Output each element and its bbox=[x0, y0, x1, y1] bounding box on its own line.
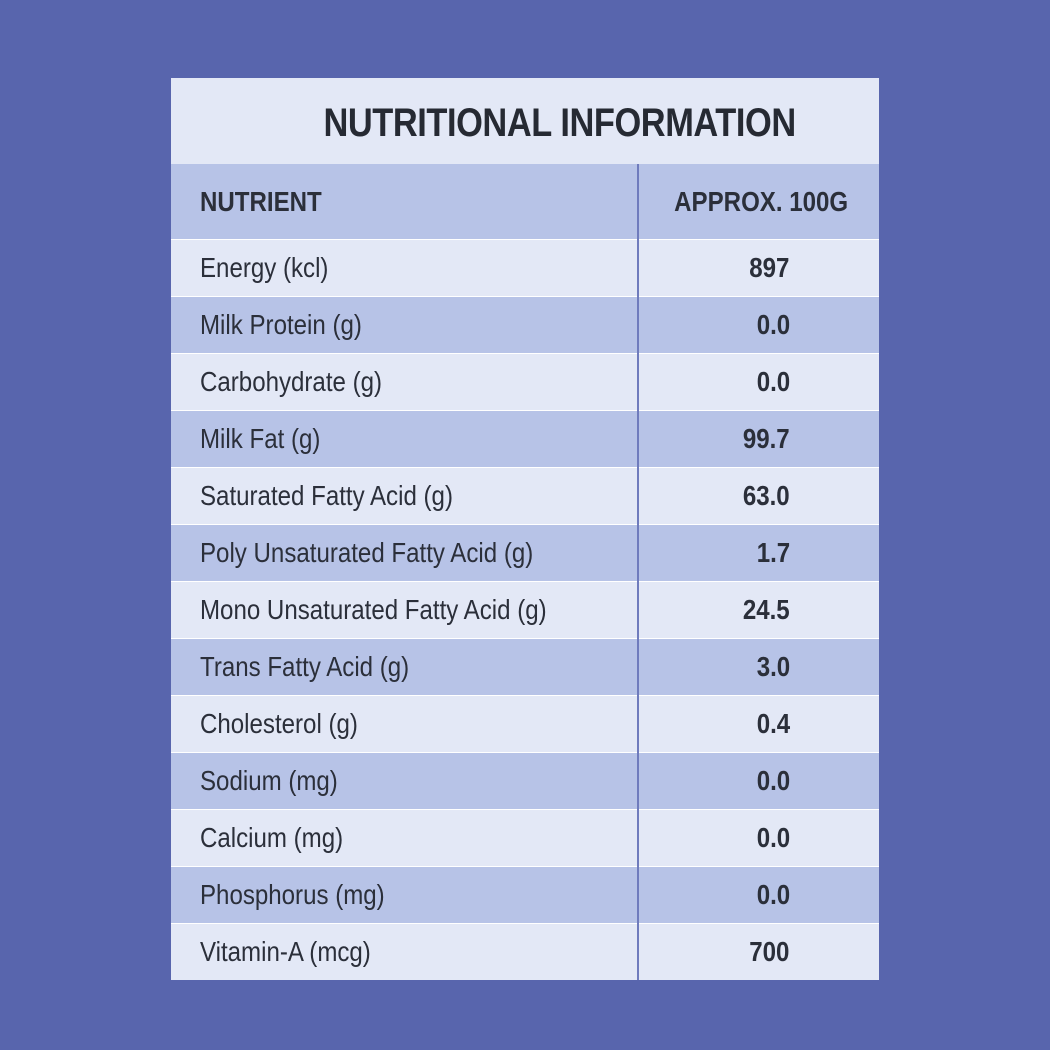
nutrient-name-cell: Calcium (mg) bbox=[171, 809, 639, 867]
nutrient-value: 0.0 bbox=[756, 765, 791, 796]
nutrient-name: Calcium (mg) bbox=[200, 822, 344, 853]
nutrient-value-cell: 0.0 bbox=[638, 296, 879, 354]
nutrient-value-cell: 0.4 bbox=[638, 695, 879, 753]
column-header-nutrient: NUTRIENT bbox=[171, 164, 639, 240]
nutrient-value-cell: 0.0 bbox=[638, 809, 879, 867]
column-header-amount: APPROX. 100G bbox=[638, 164, 879, 240]
table-row: Vitamin-A (mcg) 700 bbox=[171, 923, 879, 980]
column-header-nutrient-label: NUTRIENT bbox=[200, 185, 322, 217]
nutrition-panel: NUTRITIONAL INFORMATION NUTRIENT APPROX.… bbox=[171, 78, 879, 980]
nutrient-name: Cholesterol (g) bbox=[200, 708, 358, 739]
table-row: Carbohydrate (g) 0.0 bbox=[171, 353, 879, 411]
nutrient-name-cell: Mono Unsaturated Fatty Acid (g) bbox=[171, 581, 639, 639]
nutrient-value: 0.4 bbox=[756, 708, 791, 739]
nutrient-value: 0.0 bbox=[756, 822, 791, 853]
nutrient-value: 99.7 bbox=[742, 423, 790, 454]
nutrient-value-cell: 0.0 bbox=[638, 752, 879, 810]
nutrient-name: Vitamin-A (mcg) bbox=[200, 936, 371, 967]
table-row: Poly Unsaturated Fatty Acid (g) 1.7 bbox=[171, 524, 879, 582]
nutrient-value: 0.0 bbox=[756, 309, 791, 340]
nutrient-name-cell: Sodium (mg) bbox=[171, 752, 639, 810]
table-row: Milk Fat (g) 99.7 bbox=[171, 410, 879, 468]
nutrient-value: 897 bbox=[749, 252, 790, 283]
nutrient-name: Saturated Fatty Acid (g) bbox=[200, 480, 453, 511]
nutrient-name-cell: Cholesterol (g) bbox=[171, 695, 639, 753]
table-row: Trans Fatty Acid (g) 3.0 bbox=[171, 638, 879, 696]
nutrition-table: NUTRIENT APPROX. 100G Energy (kcl) 897 Mil… bbox=[171, 164, 879, 980]
nutrient-name: Milk Fat (g) bbox=[200, 423, 321, 454]
nutrient-value: 1.7 bbox=[756, 537, 791, 568]
nutrient-name-cell: Saturated Fatty Acid (g) bbox=[171, 467, 639, 525]
nutrient-value-cell: 1.7 bbox=[638, 524, 879, 582]
nutrient-value-cell: 24.5 bbox=[638, 581, 879, 639]
table-row: Saturated Fatty Acid (g) 63.0 bbox=[171, 467, 879, 525]
nutrient-name-cell: Energy (kcl) bbox=[171, 239, 639, 297]
nutrient-name: Carbohydrate (g) bbox=[200, 366, 383, 397]
nutrient-name-cell: Milk Fat (g) bbox=[171, 410, 639, 468]
nutrient-name: Trans Fatty Acid (g) bbox=[200, 651, 410, 682]
nutrient-value-cell: 3.0 bbox=[638, 638, 879, 696]
table-row: Energy (kcl) 897 bbox=[171, 239, 879, 297]
nutrient-name: Phosphorus (mg) bbox=[200, 879, 385, 910]
nutrient-value: 0.0 bbox=[756, 366, 791, 397]
nutrient-value: 3.0 bbox=[756, 651, 791, 682]
table-header-row: NUTRIENT APPROX. 100G bbox=[171, 164, 879, 240]
nutrient-value-cell: 99.7 bbox=[638, 410, 879, 468]
nutrient-value: 0.0 bbox=[756, 879, 791, 910]
column-header-amount-label: APPROX. 100G bbox=[674, 185, 848, 217]
nutrient-name: Mono Unsaturated Fatty Acid (g) bbox=[200, 594, 547, 625]
table-row: Mono Unsaturated Fatty Acid (g) 24.5 bbox=[171, 581, 879, 639]
nutrient-value: 63.0 bbox=[742, 480, 790, 511]
nutrient-name: Milk Protein (g) bbox=[200, 309, 362, 340]
nutrient-value-cell: 0.0 bbox=[638, 866, 879, 924]
nutrient-name: Sodium (mg) bbox=[200, 765, 338, 796]
nutrient-name-cell: Poly Unsaturated Fatty Acid (g) bbox=[171, 524, 639, 582]
nutrient-value-cell: 700 bbox=[638, 923, 879, 980]
nutrient-name-cell: Milk Protein (g) bbox=[171, 296, 639, 354]
nutrient-name-cell: Phosphorus (mg) bbox=[171, 866, 639, 924]
nutrient-name: Energy (kcl) bbox=[200, 252, 329, 283]
table-row: Sodium (mg) 0.0 bbox=[171, 752, 879, 810]
nutrient-name-cell: Vitamin-A (mcg) bbox=[171, 923, 639, 980]
nutrient-value: 700 bbox=[749, 936, 790, 967]
nutrient-value-cell: 0.0 bbox=[638, 353, 879, 411]
table-row: Phosphorus (mg) 0.0 bbox=[171, 866, 879, 924]
table-row: Calcium (mg) 0.0 bbox=[171, 809, 879, 867]
panel-title: NUTRITIONAL INFORMATION bbox=[323, 100, 797, 145]
title-bar: NUTRITIONAL INFORMATION bbox=[171, 78, 879, 164]
nutrient-value-cell: 897 bbox=[638, 239, 879, 297]
nutrient-name-cell: Carbohydrate (g) bbox=[171, 353, 639, 411]
table-row: Milk Protein (g) 0.0 bbox=[171, 296, 879, 354]
nutrient-value-cell: 63.0 bbox=[638, 467, 879, 525]
nutrient-name: Poly Unsaturated Fatty Acid (g) bbox=[200, 537, 534, 568]
table-row: Cholesterol (g) 0.4 bbox=[171, 695, 879, 753]
nutrient-name-cell: Trans Fatty Acid (g) bbox=[171, 638, 639, 696]
nutrient-value: 24.5 bbox=[742, 594, 790, 625]
